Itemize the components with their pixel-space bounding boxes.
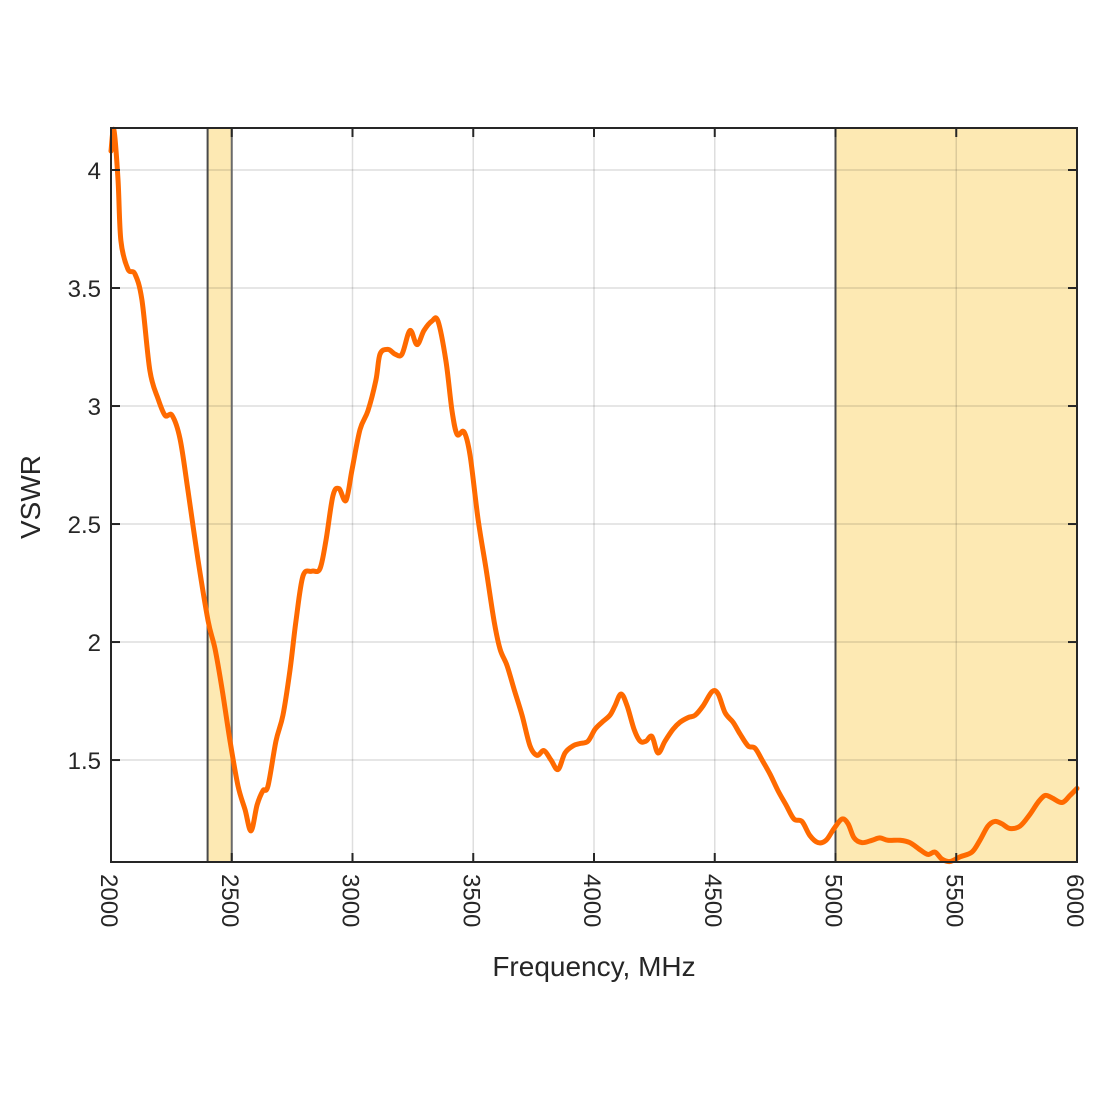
x-tick-label: 5000 <box>820 874 847 927</box>
x-tick-label: 2000 <box>95 874 122 927</box>
x-tick-label: 3000 <box>337 874 364 927</box>
y-axis-label: VSWR <box>15 455 46 539</box>
x-tick-label: 2500 <box>216 874 243 927</box>
x-tick-label: 4000 <box>578 874 605 927</box>
x-tick-label: 4500 <box>699 874 726 927</box>
x-tick-label: 3500 <box>457 874 484 927</box>
y-tick-label: 2.5 <box>68 512 101 539</box>
series-layer <box>108 126 1080 865</box>
shaded-band <box>207 128 232 862</box>
y-tick-label: 1.5 <box>68 748 101 775</box>
band-edges <box>206 128 837 862</box>
x-axis-label: Frequency, MHz <box>492 951 695 982</box>
y-tick-labels: 1.5 2 2.5 3 3.5 4 <box>68 158 101 775</box>
shaded-bands <box>207 128 1077 862</box>
shaded-band <box>835 128 1077 862</box>
x-tick-label: 5500 <box>940 874 967 927</box>
y-tick-label: 3.5 <box>68 276 101 303</box>
y-tick-label: 4 <box>88 158 101 185</box>
tick-marks <box>110 128 1078 862</box>
x-tick-labels: 2000 2500 3000 3500 4000 4500 5000 5500 6000 <box>95 874 1088 927</box>
y-tick-label: 3 <box>88 394 101 421</box>
vswr-series-line <box>108 126 1080 865</box>
y-tick-label: 2 <box>88 630 101 657</box>
x-tick-label: 6000 <box>1061 874 1088 927</box>
